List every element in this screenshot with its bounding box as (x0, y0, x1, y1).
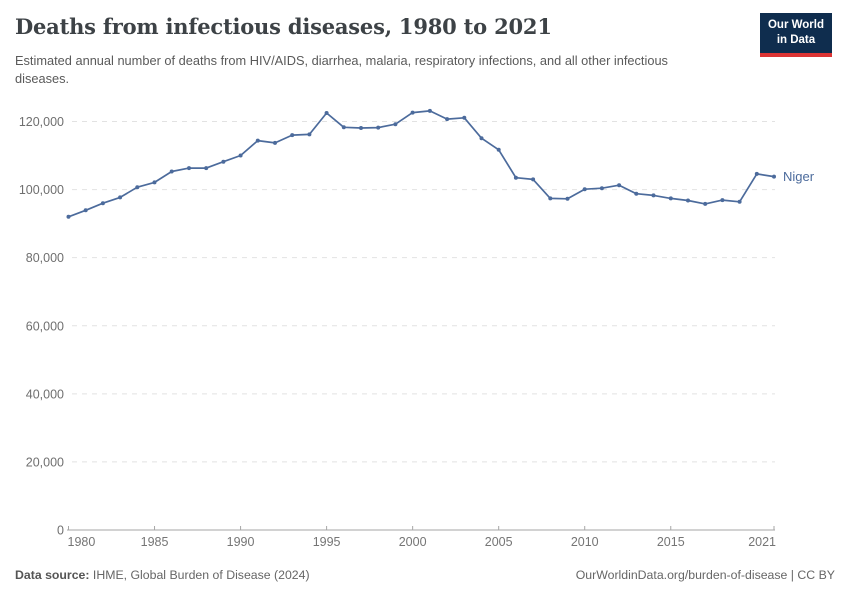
data-point (238, 153, 243, 158)
data-point (651, 193, 656, 198)
data-point (703, 201, 708, 206)
data-point (548, 196, 553, 201)
data-point (582, 187, 587, 192)
data-point (204, 166, 209, 171)
series-label: Niger (783, 169, 815, 184)
data-point (531, 177, 536, 182)
data-point (66, 214, 71, 219)
data-point (737, 199, 742, 204)
data-point (445, 117, 450, 122)
footer-credit: OurWorldinData.org/burden-of-disease | C… (576, 568, 835, 582)
x-tick-label: 2015 (657, 535, 685, 549)
data-point (152, 180, 157, 185)
y-tick-label: 100,000 (19, 183, 64, 197)
line-series-niger (67, 110, 775, 218)
data-point (720, 198, 725, 203)
data-point (479, 136, 484, 141)
y-tick-label: 20,000 (26, 455, 64, 469)
data-point (754, 171, 759, 176)
owid-logo-line2: in Data (776, 33, 816, 46)
data-point (169, 169, 174, 174)
chart-subtitle: Estimated annual number of deaths from H… (15, 53, 668, 87)
data-point (221, 159, 226, 164)
y-tick-label: 120,000 (19, 115, 64, 129)
footer-license: | CC BY (787, 568, 835, 582)
x-tick-label: 2010 (571, 535, 599, 549)
x-tick-label: 1985 (141, 535, 169, 549)
data-point (187, 166, 191, 171)
data-point (565, 196, 570, 201)
y-tick-label: 40,000 (26, 387, 64, 401)
data-point (410, 110, 415, 115)
owid-logo[interactable]: Our World in Data (759, 13, 832, 57)
x-tick-label: 2005 (485, 535, 513, 549)
data-point (83, 208, 88, 213)
y-tick-label: 60,000 (26, 319, 64, 333)
data-point (341, 125, 346, 130)
y-tick-label: 0 (57, 524, 64, 538)
data-point (513, 175, 518, 180)
data-point (462, 115, 467, 120)
data-point (273, 140, 277, 145)
x-tick-label: 2021 (748, 535, 776, 549)
data-point (668, 196, 673, 201)
x-tick-label: 2000 (399, 535, 427, 549)
footer-source: Data source: IHME, Global Burden of Dise… (15, 568, 310, 582)
data-point (255, 138, 260, 143)
footer-credit-link[interactable]: OurWorldinData.org/burden-of-disease (575, 568, 788, 582)
x-tick-label: 1995 (313, 535, 341, 549)
footer-source-value: IHME, Global Burden of Disease (2024) (89, 568, 310, 582)
y-tick-label: 80,000 (26, 251, 64, 265)
data-point (496, 147, 501, 152)
data-point (359, 126, 363, 130)
data-point (634, 191, 639, 196)
data-point (307, 132, 312, 137)
data-point (772, 174, 776, 179)
data-point (617, 183, 622, 188)
data-point (118, 195, 123, 200)
footer-source-label: Data source: (15, 568, 90, 582)
x-tick-label: 1990 (227, 535, 255, 549)
data-point (393, 122, 398, 127)
chart-title: Deaths from infectious diseases, 1980 to… (15, 14, 552, 39)
owid-logo-line1: Our World (767, 19, 824, 31)
data-point (427, 108, 432, 113)
data-point (686, 198, 690, 203)
data-point (376, 125, 381, 130)
data-point (599, 186, 604, 191)
data-point (290, 133, 295, 138)
footer: Data source: IHME, Global Burden of Dise… (15, 568, 835, 582)
data-point (100, 201, 105, 206)
data-point (135, 185, 140, 190)
data-point (324, 111, 329, 115)
x-tick-label: 1980 (68, 535, 96, 549)
